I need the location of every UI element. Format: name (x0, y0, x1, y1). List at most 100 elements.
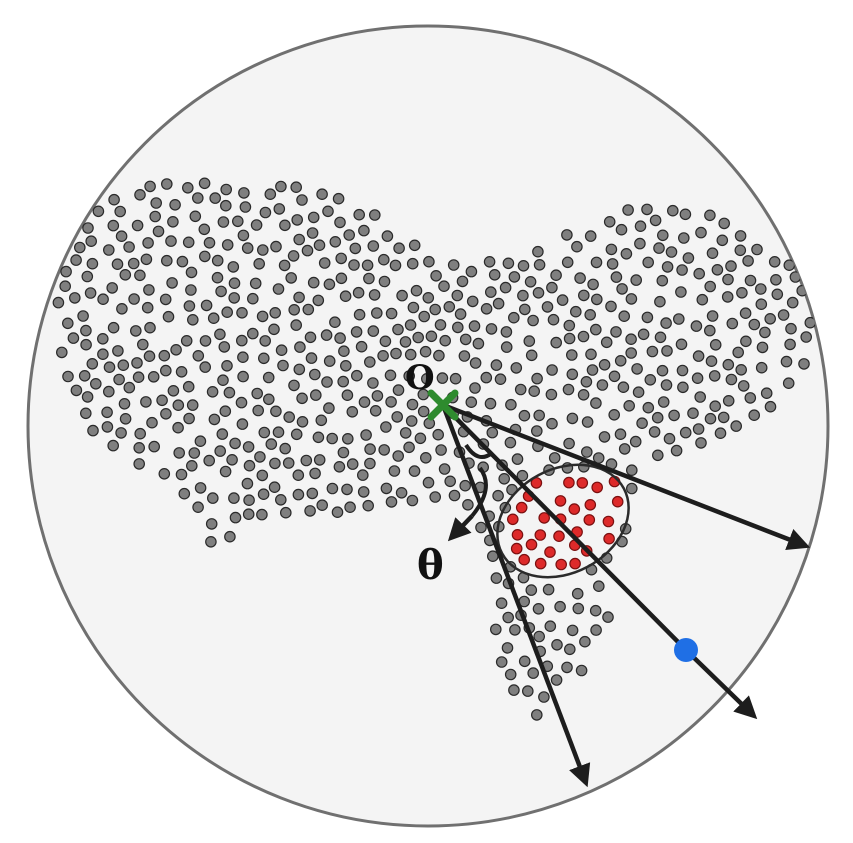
cloud-point (332, 192, 345, 205)
cloud-point (123, 241, 135, 253)
cloud-point (275, 344, 288, 356)
cloud-point (721, 291, 734, 303)
cloud-point (198, 177, 211, 190)
cloud-point (239, 201, 252, 213)
cloud-point (290, 319, 302, 331)
cloud-point (130, 325, 142, 337)
cloud-point (78, 369, 91, 382)
cloud-point (703, 324, 716, 337)
cloud-point (158, 467, 171, 480)
cloud-point (525, 584, 538, 596)
selected-point (511, 528, 524, 541)
cloud-point (654, 295, 666, 308)
cloud-point (377, 253, 390, 266)
cloud-point (307, 211, 320, 224)
cloud-point (533, 409, 545, 422)
cloud-point (660, 379, 673, 391)
cloud-point (296, 392, 308, 405)
cloud-point (615, 223, 628, 236)
cloud-point (123, 381, 136, 394)
cloud-point (253, 257, 266, 270)
selected-point (510, 542, 523, 555)
cloud-point (301, 244, 314, 257)
cloud-point (209, 192, 221, 204)
cloud-point (771, 288, 784, 301)
cloud-point (451, 289, 464, 302)
cloud-point (158, 349, 171, 362)
cloud-point (396, 289, 408, 302)
cloud-point (590, 256, 603, 269)
cloud-point (695, 226, 707, 239)
cloud-point (625, 482, 638, 495)
cloud-point (161, 254, 173, 267)
cloud-point (414, 432, 427, 445)
cloud-point (333, 460, 346, 473)
cloud-point (454, 308, 467, 320)
cloud-point (584, 230, 597, 242)
cloud-point (269, 457, 281, 470)
cloud-point (422, 476, 435, 489)
cloud-point (370, 307, 383, 319)
cloud-point (429, 303, 441, 316)
cloud-point (732, 346, 744, 359)
cloud-point (146, 416, 158, 429)
cloud-point (180, 334, 193, 347)
cloud-point (162, 310, 175, 323)
cloud-point (494, 373, 507, 385)
cloud-point (556, 294, 569, 306)
cloud-point (636, 417, 648, 429)
cloud-point (207, 312, 220, 324)
cloud-point (309, 389, 322, 401)
cloud-point (586, 364, 599, 376)
point-cloud (52, 177, 817, 721)
cloud-point (590, 397, 602, 409)
cloud-point (532, 286, 545, 299)
cloud-point (545, 388, 558, 401)
cloud-point (518, 409, 531, 422)
cloud-point (459, 333, 472, 346)
cloud-point (117, 359, 130, 371)
cloud-point (256, 469, 269, 482)
cloud-point (55, 346, 68, 359)
cloud-point (696, 293, 709, 306)
cloud-point (103, 385, 115, 398)
cloud-point (725, 373, 738, 386)
cloud-point (367, 240, 380, 252)
cloud-point (392, 450, 404, 462)
cloud-point (70, 254, 82, 266)
cloud-point (438, 280, 450, 292)
cloud-point (242, 508, 255, 520)
cloud-point (147, 370, 160, 383)
cloud-point (203, 454, 215, 467)
cloud-point (186, 459, 198, 472)
cloud-point (548, 452, 561, 464)
cloud-point (367, 325, 380, 337)
cloud-point (504, 668, 517, 681)
cloud-point (533, 258, 546, 271)
cloud-point (391, 411, 403, 423)
cloud-point (283, 411, 295, 423)
cloud-point (152, 225, 165, 238)
cloud-point (275, 180, 287, 193)
cloud-point (232, 215, 244, 228)
cloud-point (517, 259, 530, 272)
cloud-point (531, 372, 543, 385)
cloud-point (675, 286, 687, 298)
cloud-point (251, 387, 264, 400)
selected-point (506, 513, 519, 526)
cloud-point (561, 661, 573, 674)
cloud-point (187, 313, 199, 326)
cloud-point (313, 239, 326, 251)
cloud-point (107, 219, 120, 232)
cloud-point (458, 350, 471, 362)
cloud-point (434, 319, 447, 331)
cloud-point (182, 380, 195, 393)
cloud-point (666, 204, 679, 217)
cloud-point (550, 674, 563, 686)
cloud-point (70, 384, 83, 397)
cloud-point (403, 370, 415, 382)
query-point (674, 638, 698, 662)
cloud-point (107, 321, 120, 334)
cloud-point (648, 426, 661, 438)
cloud-point (596, 379, 609, 391)
